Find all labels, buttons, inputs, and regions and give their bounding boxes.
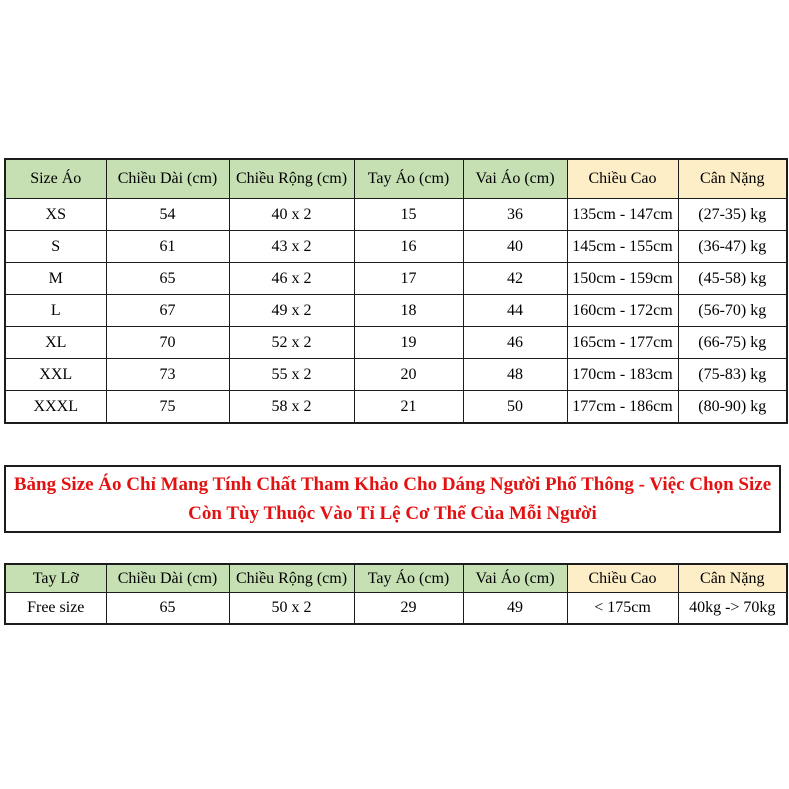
reference-note: Bảng Size Áo Chỉ Mang Tính Chất Tham Khả… xyxy=(4,465,781,533)
data-cell: XL xyxy=(4,326,107,359)
data-cell: 52 x 2 xyxy=(228,326,355,359)
main-size-table: Size Áo Chiều Dài (cm) Chiều Rộng (cm) Tay … xyxy=(4,158,788,424)
data-cell: (45-58) kg xyxy=(677,262,788,295)
data-cell: (56-70) kg xyxy=(677,294,788,327)
header-cell: Cân Nặng xyxy=(677,563,788,593)
header-cell: Chiều Rộng (cm) xyxy=(228,563,355,593)
data-cell: L xyxy=(4,294,107,327)
header-cell: Tay Áo (cm) xyxy=(353,158,464,199)
data-cell: 17 xyxy=(353,262,464,295)
data-cell: (75-83) kg xyxy=(677,358,788,391)
free-size-table: Tay Lỡ Chiều Dài (cm) Chiều Rộng (cm) Tay Á… xyxy=(4,563,788,625)
data-cell: 165cm - 177cm xyxy=(566,326,679,359)
data-cell: 19 xyxy=(353,326,464,359)
data-cell: 48 xyxy=(462,358,568,391)
data-cell: 29 xyxy=(353,592,464,625)
data-cell: 135cm - 147cm xyxy=(566,198,679,231)
data-cell: (27-35) kg xyxy=(677,198,788,231)
data-cell: 67 xyxy=(105,294,230,327)
data-cell: 40kg -> 70kg xyxy=(677,592,788,625)
data-cell: 177cm - 186cm xyxy=(566,390,679,424)
data-cell: 65 xyxy=(105,592,230,625)
data-cell: 50 x 2 xyxy=(228,592,355,625)
data-cell: 170cm - 183cm xyxy=(566,358,679,391)
data-cell: 54 xyxy=(105,198,230,231)
table-row: XXXL 75 58 x 2 21 50 177cm - 186cm (80-90) kg xyxy=(4,390,788,424)
data-cell: 44 xyxy=(462,294,568,327)
table-row: XXL 73 55 x 2 20 48 170cm - 183cm (75-83) kg xyxy=(4,358,788,391)
data-cell: (80-90) kg xyxy=(677,390,788,424)
data-cell: Free size xyxy=(4,592,107,625)
data-cell: 49 x 2 xyxy=(228,294,355,327)
header-cell: Tay Lỡ xyxy=(4,563,107,593)
data-cell: XXL xyxy=(4,358,107,391)
data-cell: 50 xyxy=(462,390,568,424)
header-cell: Chiều Rộng (cm) xyxy=(228,158,355,199)
note-line-2: Còn Tùy Thuộc Vào Tỉ Lệ Cơ Thể Của Mỗi N… xyxy=(188,503,597,524)
data-cell: 160cm - 172cm xyxy=(566,294,679,327)
data-cell: 61 xyxy=(105,230,230,263)
data-cell: 36 xyxy=(462,198,568,231)
header-cell: Tay Áo (cm) xyxy=(353,563,464,593)
data-cell: XS xyxy=(4,198,107,231)
data-cell: 15 xyxy=(353,198,464,231)
data-cell: 55 x 2 xyxy=(228,358,355,391)
header-cell: Chiều Dài (cm) xyxy=(105,158,230,199)
data-cell: 18 xyxy=(353,294,464,327)
data-cell: S xyxy=(4,230,107,263)
data-cell: 49 xyxy=(462,592,568,625)
header-cell: Vai Áo (cm) xyxy=(462,563,568,593)
data-cell: 145cm - 155cm xyxy=(566,230,679,263)
table-row: M 65 46 x 2 17 42 150cm - 159cm (45-58) kg xyxy=(4,262,788,295)
data-cell: 40 x 2 xyxy=(228,198,355,231)
data-cell: 42 xyxy=(462,262,568,295)
note-line-1: Bảng Size Áo Chỉ Mang Tính Chất Tham Khả… xyxy=(13,474,772,495)
header-cell: Vai Áo (cm) xyxy=(462,158,568,199)
data-cell: 40 xyxy=(462,230,568,263)
table-row: L 67 49 x 2 18 44 160cm - 172cm (56-70) kg xyxy=(4,294,788,327)
data-cell: XXXL xyxy=(4,390,107,424)
table-row: XL 70 52 x 2 19 46 165cm - 177cm (66-75) kg xyxy=(4,326,788,359)
data-cell: M xyxy=(4,262,107,295)
table-row: S 61 43 x 2 16 40 145cm - 155cm (36-47) kg xyxy=(4,230,788,263)
header-cell: Size Áo xyxy=(4,158,107,199)
data-cell: 73 xyxy=(105,358,230,391)
header-cell: Chiều Cao xyxy=(566,563,679,593)
data-cell: 70 xyxy=(105,326,230,359)
header-cell: Chiều Cao xyxy=(566,158,679,199)
data-cell: 16 xyxy=(353,230,464,263)
data-cell: 21 xyxy=(353,390,464,424)
header-row: Tay Lỡ Chiều Dài (cm) Chiều Rộng (cm) Tay Á… xyxy=(4,563,788,593)
table-row: Free size 65 50 x 2 29 49 < 175cm 40kg -> 70kg xyxy=(4,592,788,625)
data-cell: < 175cm xyxy=(566,592,679,625)
data-cell: 65 xyxy=(105,262,230,295)
header-row: Size Áo Chiều Dài (cm) Chiều Rộng (cm) Tay … xyxy=(4,158,788,199)
table-row: XS 54 40 x 2 15 36 135cm - 147cm (27-35) kg xyxy=(4,198,788,231)
header-cell: Chiều Dài (cm) xyxy=(105,563,230,593)
data-cell: 75 xyxy=(105,390,230,424)
data-cell: 46 x 2 xyxy=(228,262,355,295)
data-cell: (66-75) kg xyxy=(677,326,788,359)
data-cell: (36-47) kg xyxy=(677,230,788,263)
header-cell: Cân Nặng xyxy=(677,158,788,199)
data-cell: 150cm - 159cm xyxy=(566,262,679,295)
data-cell: 58 x 2 xyxy=(228,390,355,424)
data-cell: 46 xyxy=(462,326,568,359)
data-cell: 20 xyxy=(353,358,464,391)
data-cell: 43 x 2 xyxy=(228,230,355,263)
